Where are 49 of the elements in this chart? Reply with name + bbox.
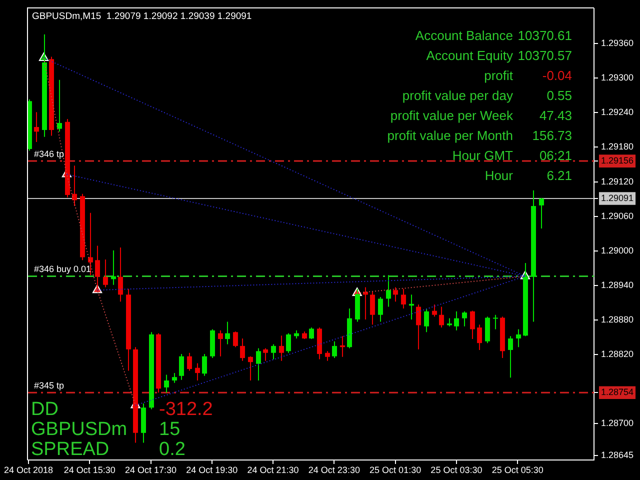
chart-title: GBPUSDm,M15 1.29079 1.29092 1.29039 1.29091 xyxy=(32,11,252,22)
annotation: Account Balance xyxy=(415,28,513,43)
annotation: 15 xyxy=(159,419,180,440)
x-tick-label: 24 Oct 21:30 xyxy=(247,464,299,475)
annotation: -312.2 xyxy=(159,399,213,420)
annotation: DD xyxy=(31,399,58,420)
y-tick-label: 1.29156 xyxy=(601,156,634,166)
annotation: 156.73 xyxy=(532,128,572,143)
y-tick-label: 1.29360 xyxy=(601,38,634,48)
annotation: profit value per Week xyxy=(390,108,514,123)
x-tick-label: 24 Oct 15:30 xyxy=(64,464,116,475)
x-tick-label: 24 Oct 19:30 xyxy=(186,464,238,475)
x-tick-label: 24 Oct 2018 xyxy=(4,464,54,475)
annotation: GBPUSDm xyxy=(31,419,128,440)
annotation: profit value per day xyxy=(402,88,514,103)
annotation: 47.43 xyxy=(539,108,572,123)
annotation: 0.55 xyxy=(546,88,572,103)
annotation: Hour xyxy=(484,168,514,183)
y-tick-label: 1.29120 xyxy=(601,176,634,186)
annotation: 06:21 xyxy=(539,148,572,163)
y-tick-label: 1.29300 xyxy=(601,72,634,83)
annotation: 6.21 xyxy=(546,168,572,183)
y-tick-label: 1.28754 xyxy=(601,387,634,398)
y-tick-label: 1.28880 xyxy=(601,314,634,325)
annotation: 0.2 xyxy=(159,439,186,460)
x-tick-label: 25 Oct 03:30 xyxy=(430,464,482,475)
annotation: 10370.57 xyxy=(518,48,572,63)
annotation: profit value per Month xyxy=(387,128,513,143)
y-tick-label: 1.29060 xyxy=(601,210,634,221)
y-tick-label: 1.28940 xyxy=(601,280,634,290)
annotation: SPREAD xyxy=(31,439,110,460)
annotation: 10370.61 xyxy=(518,28,572,43)
annotation: Hour GMT xyxy=(452,148,514,163)
x-tick-label: 25 Oct 01:30 xyxy=(370,464,422,475)
ref-line-label: #345 tp xyxy=(34,380,64,391)
y-tick-label: 1.29240 xyxy=(601,107,634,118)
y-tick-label: 1.29000 xyxy=(601,245,634,256)
y-tick-label: 1.29180 xyxy=(601,142,634,152)
y-tick-label: 1.28700 xyxy=(601,418,634,428)
x-tick-label: 24 Oct 17:30 xyxy=(125,464,177,475)
x-tick-label: 24 Oct 23:30 xyxy=(308,464,360,475)
annotation: profit xyxy=(484,68,514,83)
y-tick-label: 1.28645 xyxy=(601,450,634,460)
x-tick-label: 25 Oct 05:30 xyxy=(492,464,544,475)
annotation: -0.04 xyxy=(542,68,572,83)
y-tick-label: 1.28820 xyxy=(601,349,634,360)
annotation: Account Equity xyxy=(426,48,514,63)
y-tick-label: 1.29091 xyxy=(601,192,634,203)
ref-line-label: #346 tp xyxy=(34,149,64,160)
